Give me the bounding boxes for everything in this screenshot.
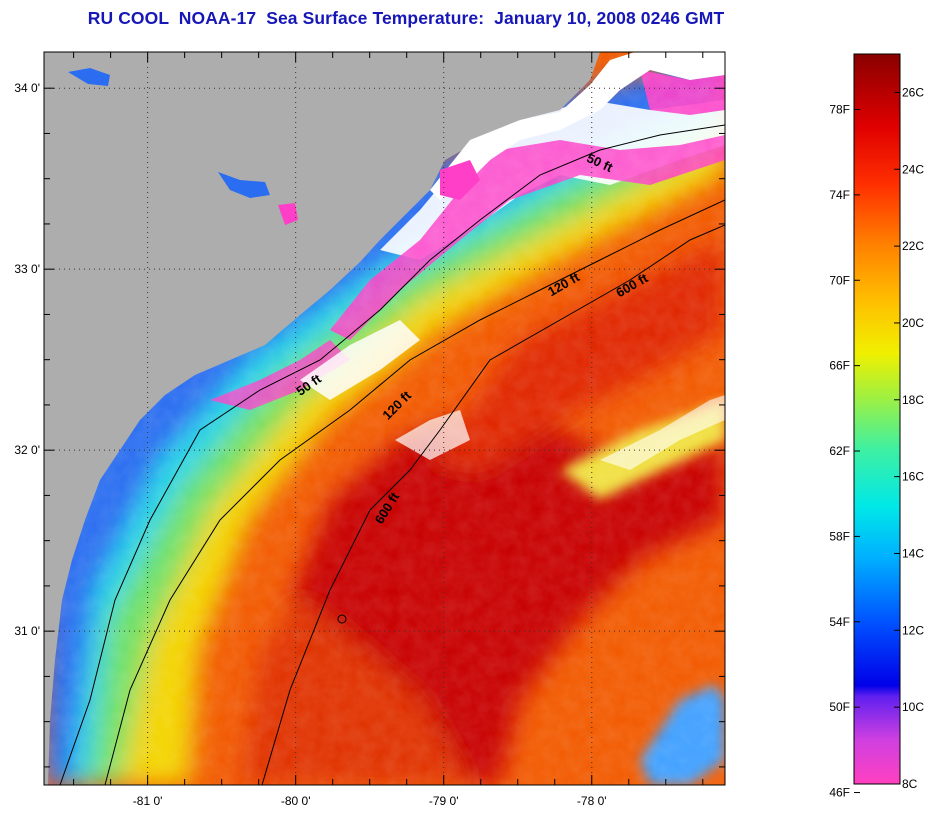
contour-600ft	[261, 224, 725, 785]
colorbar-label-c: 8C	[902, 777, 918, 791]
colorbar-label-c: 12C	[902, 623, 924, 637]
colorbar-label-c: 16C	[902, 470, 924, 484]
colorbar-label-f: 54F	[829, 615, 850, 629]
lon-tick-label: -78 0'	[577, 794, 607, 808]
colorbar-label-c: 20C	[902, 316, 924, 330]
colorbar-label-f: 46F	[829, 786, 850, 800]
sst-map: 50 ft 50 ft 120 ft 120 ft 600 ft 600 ft …	[14, 51, 726, 808]
colorbar-label-f: 62F	[829, 444, 850, 458]
colorbar-label-c: 18C	[902, 393, 924, 407]
colorbar-label-c: 14C	[902, 546, 924, 560]
lat-tick-label: 34 0'	[14, 81, 40, 95]
colorbar-label-c: 22C	[902, 239, 924, 253]
colorbar-ticks: 26C 24C 22C 20C 18C 16C 14C 12C 10C 8C 78F 74F 70F 66…	[829, 85, 924, 799]
contour-120ft	[104, 199, 725, 785]
map-grid	[44, 52, 725, 785]
lon-tick-label: -79 0'	[429, 794, 459, 808]
colorbar-label-f: 70F	[829, 273, 850, 287]
map-tick-labels: -81 0' -80 0' -79 0' -78 0' 34 0' 33 0' 32 0' 3…	[14, 81, 606, 808]
map-frame	[43, 51, 726, 786]
colorbar-label-f: 74F	[829, 188, 850, 202]
colorbar-label-c: 24C	[902, 162, 924, 176]
contour-seamount	[337, 614, 347, 624]
colorbar-label-f: 58F	[829, 529, 850, 543]
colorbar-label-c: 26C	[902, 85, 924, 99]
colorbar: 26C 24C 22C 20C 18C 16C 14C 12C 10C 8C 78F 74F 70F 66…	[829, 53, 924, 800]
colorbar-label-f: 50F	[829, 700, 850, 714]
lat-tick-label: 31 0'	[14, 624, 40, 638]
land-mass	[44, 52, 600, 785]
lat-tick-label: 33 0'	[14, 262, 40, 276]
inland-lake-pink	[278, 203, 298, 225]
lon-tick-label: -80 0'	[281, 794, 311, 808]
inland-lake-blue	[218, 172, 270, 198]
colorbar-label-f: 78F	[829, 102, 850, 116]
colorbar-gradient	[853, 53, 901, 785]
colorbar-label-c: 10C	[902, 700, 924, 714]
lat-tick-label: 32 0'	[14, 443, 40, 457]
cloud-inland-pink	[440, 160, 480, 200]
contour-50ft	[59, 124, 725, 785]
inland-lake-nw	[68, 68, 110, 86]
lon-tick-label: -81 0'	[133, 794, 163, 808]
colorbar-label-f: 66F	[829, 359, 850, 373]
map-ticks	[44, 52, 725, 785]
map-title: RU COOL NOAA-17 Sea Surface Temperature:…	[87, 8, 725, 28]
